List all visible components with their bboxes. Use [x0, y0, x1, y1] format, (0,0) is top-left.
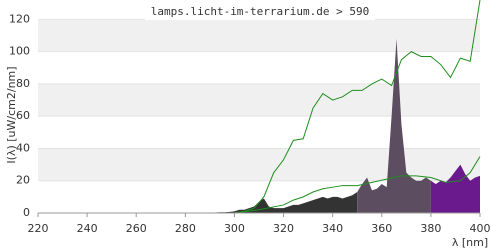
y-tick-label: 80 [16, 77, 30, 90]
x-tick-label: 340 [322, 222, 343, 235]
x-tick-label: 300 [224, 222, 245, 235]
x-tick-label: 320 [273, 222, 294, 235]
x-tick-label: 260 [126, 222, 147, 235]
chart-title: lamps.licht-im-terrarium.de > 590 [151, 5, 370, 18]
grid-band [38, 19, 480, 52]
curve-line [234, 156, 481, 214]
spectrum-area [357, 38, 431, 214]
x-axis-label: λ [nm] [452, 236, 488, 249]
y-tick-label: 20 [16, 174, 30, 187]
y-axis-label: I(λ) [uW/cm2/nm] [5, 66, 18, 163]
y-tick-label: 40 [16, 141, 30, 154]
y-tick-label: 100 [9, 45, 30, 58]
curve-line [234, 0, 481, 214]
x-tick-label: 240 [77, 222, 98, 235]
x-tick-label: 360 [371, 222, 392, 235]
spectrum-area [430, 164, 480, 213]
x-tick-label: 400 [470, 222, 491, 235]
y-tick-label: 0 [23, 206, 30, 219]
y-tick-label: 60 [16, 109, 30, 122]
title-box [145, 4, 375, 20]
grid-band [38, 83, 480, 117]
y-tick-label: 120 [9, 12, 30, 25]
x-tick-label: 220 [28, 222, 49, 235]
x-tick-label: 380 [420, 222, 441, 235]
spectrum-area [209, 192, 358, 213]
x-tick-label: 280 [175, 222, 196, 235]
